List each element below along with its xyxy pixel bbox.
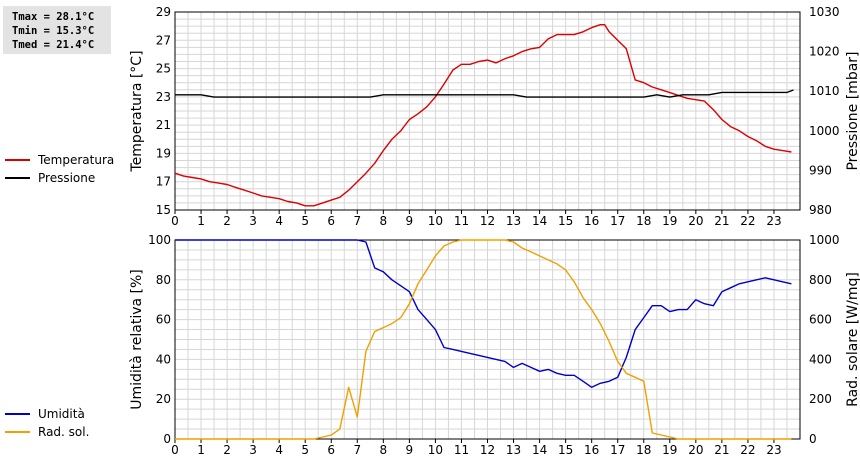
y-right-tick-label: 1020: [809, 45, 840, 59]
x-tick-label: 21: [714, 214, 729, 228]
y-left-tick-label: 21: [156, 118, 171, 132]
x-tick-label: 22: [740, 443, 755, 457]
y-right-tick-label: 990: [809, 163, 832, 177]
x-tick-label: 23: [766, 214, 781, 228]
y-left-tick-label: 23: [156, 90, 171, 104]
x-tick-label: 15: [558, 443, 573, 457]
humidity-radiation-panel: 0 1 2 3 4 5 6 7 8 9 10 11 12 13 14 15 16 17 18 19 20 21 22 2302…: [5, 233, 860, 457]
x-tick-label: 4: [275, 214, 283, 228]
legend-label-pressione: Pressione: [38, 171, 95, 185]
series-line-umidit: [175, 239, 792, 388]
x-tick-label: 14: [532, 214, 547, 228]
y-left-tick-label: 80: [156, 273, 171, 287]
x-tick-label: 15: [558, 214, 573, 228]
x-tick-label: 12: [480, 443, 495, 457]
y-left-tick-label: 40: [156, 352, 171, 366]
x-tick-label: 14: [532, 443, 547, 457]
tmin-label: Tmin = 15.3°C: [12, 25, 95, 37]
x-tick-label: 13: [506, 443, 521, 457]
x-tick-label: 9: [406, 214, 414, 228]
y-left-tick-label: 27: [156, 33, 171, 47]
y-left-axis-title: Umidità relativa [%]: [129, 269, 145, 410]
y-left-tick-label: 29: [156, 5, 171, 19]
x-tick-label: 7: [353, 443, 361, 457]
grid: [175, 240, 800, 439]
x-tick-label: 1: [197, 214, 205, 228]
x-tick-label: 5: [301, 443, 309, 457]
x-tick-label: 2: [223, 214, 231, 228]
x-tick-label: 8: [380, 443, 388, 457]
y-left-tick-label: 17: [156, 175, 171, 189]
series-line-temperatura: [174, 24, 792, 207]
legend-label-temperatura: Temperatura: [37, 153, 114, 167]
x-tick-label: 16: [584, 443, 599, 457]
x-tick-label: 19: [662, 443, 677, 457]
x-tick-label: 0: [171, 214, 179, 228]
y-right-axis-title: Pressione [mbar]: [845, 51, 860, 170]
x-tick-label: 0: [171, 443, 179, 457]
y-right-tick-label: 1000: [809, 124, 840, 138]
x-tick-label: 7: [353, 214, 361, 228]
x-tick-label: 19: [662, 214, 677, 228]
x-tick-label: 18: [636, 214, 651, 228]
series-line-pressione: [175, 89, 794, 98]
x-tick-label: 6: [327, 214, 335, 228]
x-tick-label: 16: [584, 214, 599, 228]
x-tick-label: 11: [454, 443, 469, 457]
x-tick-label: 10: [428, 214, 443, 228]
x-tick-label: 23: [766, 443, 781, 457]
x-tick-label: 11: [454, 214, 469, 228]
tmax-label: Tmax = 28.1°C: [12, 11, 95, 23]
y-left-tick-label: 15: [156, 203, 171, 217]
x-tick-label: 1: [197, 443, 205, 457]
x-tick-label: 18: [636, 443, 651, 457]
y-right-tick-label: 200: [809, 392, 832, 406]
x-tick-label: 12: [480, 214, 495, 228]
x-tick-label: 20: [688, 443, 703, 457]
x-tick-label: 22: [740, 214, 755, 228]
y-right-tick-label: 0: [809, 432, 817, 446]
x-tick-label: 4: [275, 443, 283, 457]
x-tick-label: 20: [688, 214, 703, 228]
x-tick-label: 6: [327, 443, 335, 457]
y-right-tick-label: 1030: [809, 5, 840, 19]
tmed-label: Tmed = 21.4°C: [12, 39, 95, 51]
x-tick-label: 9: [406, 443, 414, 457]
y-left-tick-label: 0: [163, 432, 171, 446]
y-left-tick-label: 100: [148, 233, 171, 247]
x-tick-label: 17: [610, 443, 625, 457]
temperature-pressure-panel: 0 1 2 3 4 5 6 7 8 9 10 11 12 13 14 15 16 17 18 19 20 21 22 2315…: [5, 5, 860, 228]
x-tick-label: 17: [610, 214, 625, 228]
series-line-rad-sol: [175, 239, 792, 440]
y-right-tick-label: 1010: [809, 84, 840, 98]
y-left-tick-label: 19: [156, 146, 171, 160]
x-tick-label: 3: [249, 214, 257, 228]
x-tick-label: 13: [506, 214, 521, 228]
y-right-tick-label: 800: [809, 273, 832, 287]
y-left-axis-title: Temperatura [°C]: [129, 50, 145, 172]
grid: [175, 12, 800, 210]
x-tick-label: 8: [380, 214, 388, 228]
y-right-tick-label: 400: [809, 352, 832, 366]
legend-label-umidit: Umidità: [38, 407, 85, 421]
legend-label-rad-sol: Rad. sol.: [38, 425, 89, 439]
x-tick-label: 10: [428, 443, 443, 457]
x-tick-label: 3: [249, 443, 257, 457]
y-right-tick-label: 1000: [809, 233, 840, 247]
x-tick-label: 2: [223, 443, 231, 457]
y-left-tick-label: 25: [156, 62, 171, 76]
y-left-tick-label: 20: [156, 392, 171, 406]
y-left-tick-label: 60: [156, 313, 171, 327]
y-right-tick-label: 600: [809, 313, 832, 327]
stats-box: Tmax = 28.1°C Tmin = 15.3°C Tmed = 21.4°…: [3, 6, 111, 54]
y-right-axis-title: Rad. solare [W/mq]: [845, 272, 860, 407]
y-right-tick-label: 980: [809, 203, 832, 217]
x-tick-label: 21: [714, 443, 729, 457]
x-tick-label: 5: [301, 214, 309, 228]
